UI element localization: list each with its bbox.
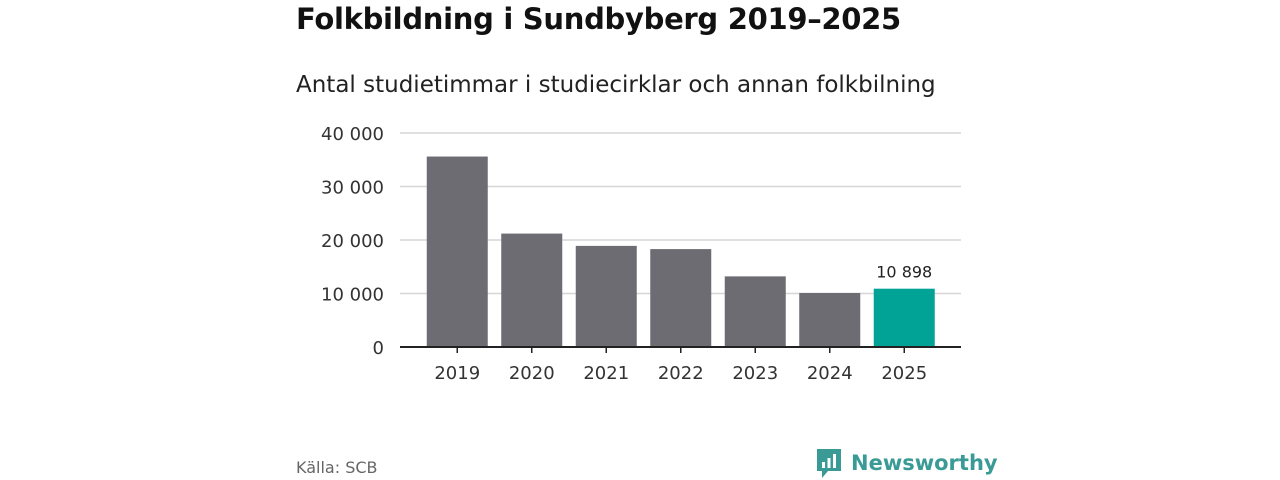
x-tick-label: 2024 — [807, 363, 853, 384]
data-label: 10 898 — [876, 263, 932, 282]
y-tick-label: 10 000 — [321, 285, 384, 306]
bar-2019 — [426, 156, 488, 347]
x-tick-label: 2021 — [583, 363, 629, 384]
bar-2021 — [575, 245, 637, 347]
brand-name: Newsworthy — [851, 451, 998, 475]
y-tick-label: 30 000 — [321, 178, 384, 199]
newsworthy-logo-icon — [817, 449, 841, 478]
brand-logo: Newsworthy — [815, 446, 998, 480]
bar-2023 — [724, 276, 786, 347]
y-tick-label: 0 — [373, 338, 384, 359]
y-tick-label: 20 000 — [321, 231, 384, 252]
y-tick-label: 40 000 — [321, 124, 384, 145]
bar-2022 — [650, 249, 712, 347]
bar-2025 — [873, 288, 935, 347]
bar-chart: 0 10 000 20 000 30 000 40 000 2019 2020 2021 202… — [321, 124, 961, 384]
x-tick-label: 2023 — [732, 363, 778, 384]
bar-2020 — [501, 233, 563, 347]
source-note: Källa: SCB — [296, 458, 378, 477]
chart-title: Folkbildning i Sundbyberg 2019–2025 — [296, 2, 901, 36]
x-tick-label: 2022 — [658, 363, 704, 384]
x-tick-label: 2019 — [434, 363, 480, 384]
x-tick-label: 2025 — [881, 363, 927, 384]
bar-2024 — [799, 292, 861, 347]
x-tick-label: 2020 — [509, 363, 555, 384]
chart-subtitle: Antal studietimmar i studiecirklar och a… — [296, 72, 936, 98]
